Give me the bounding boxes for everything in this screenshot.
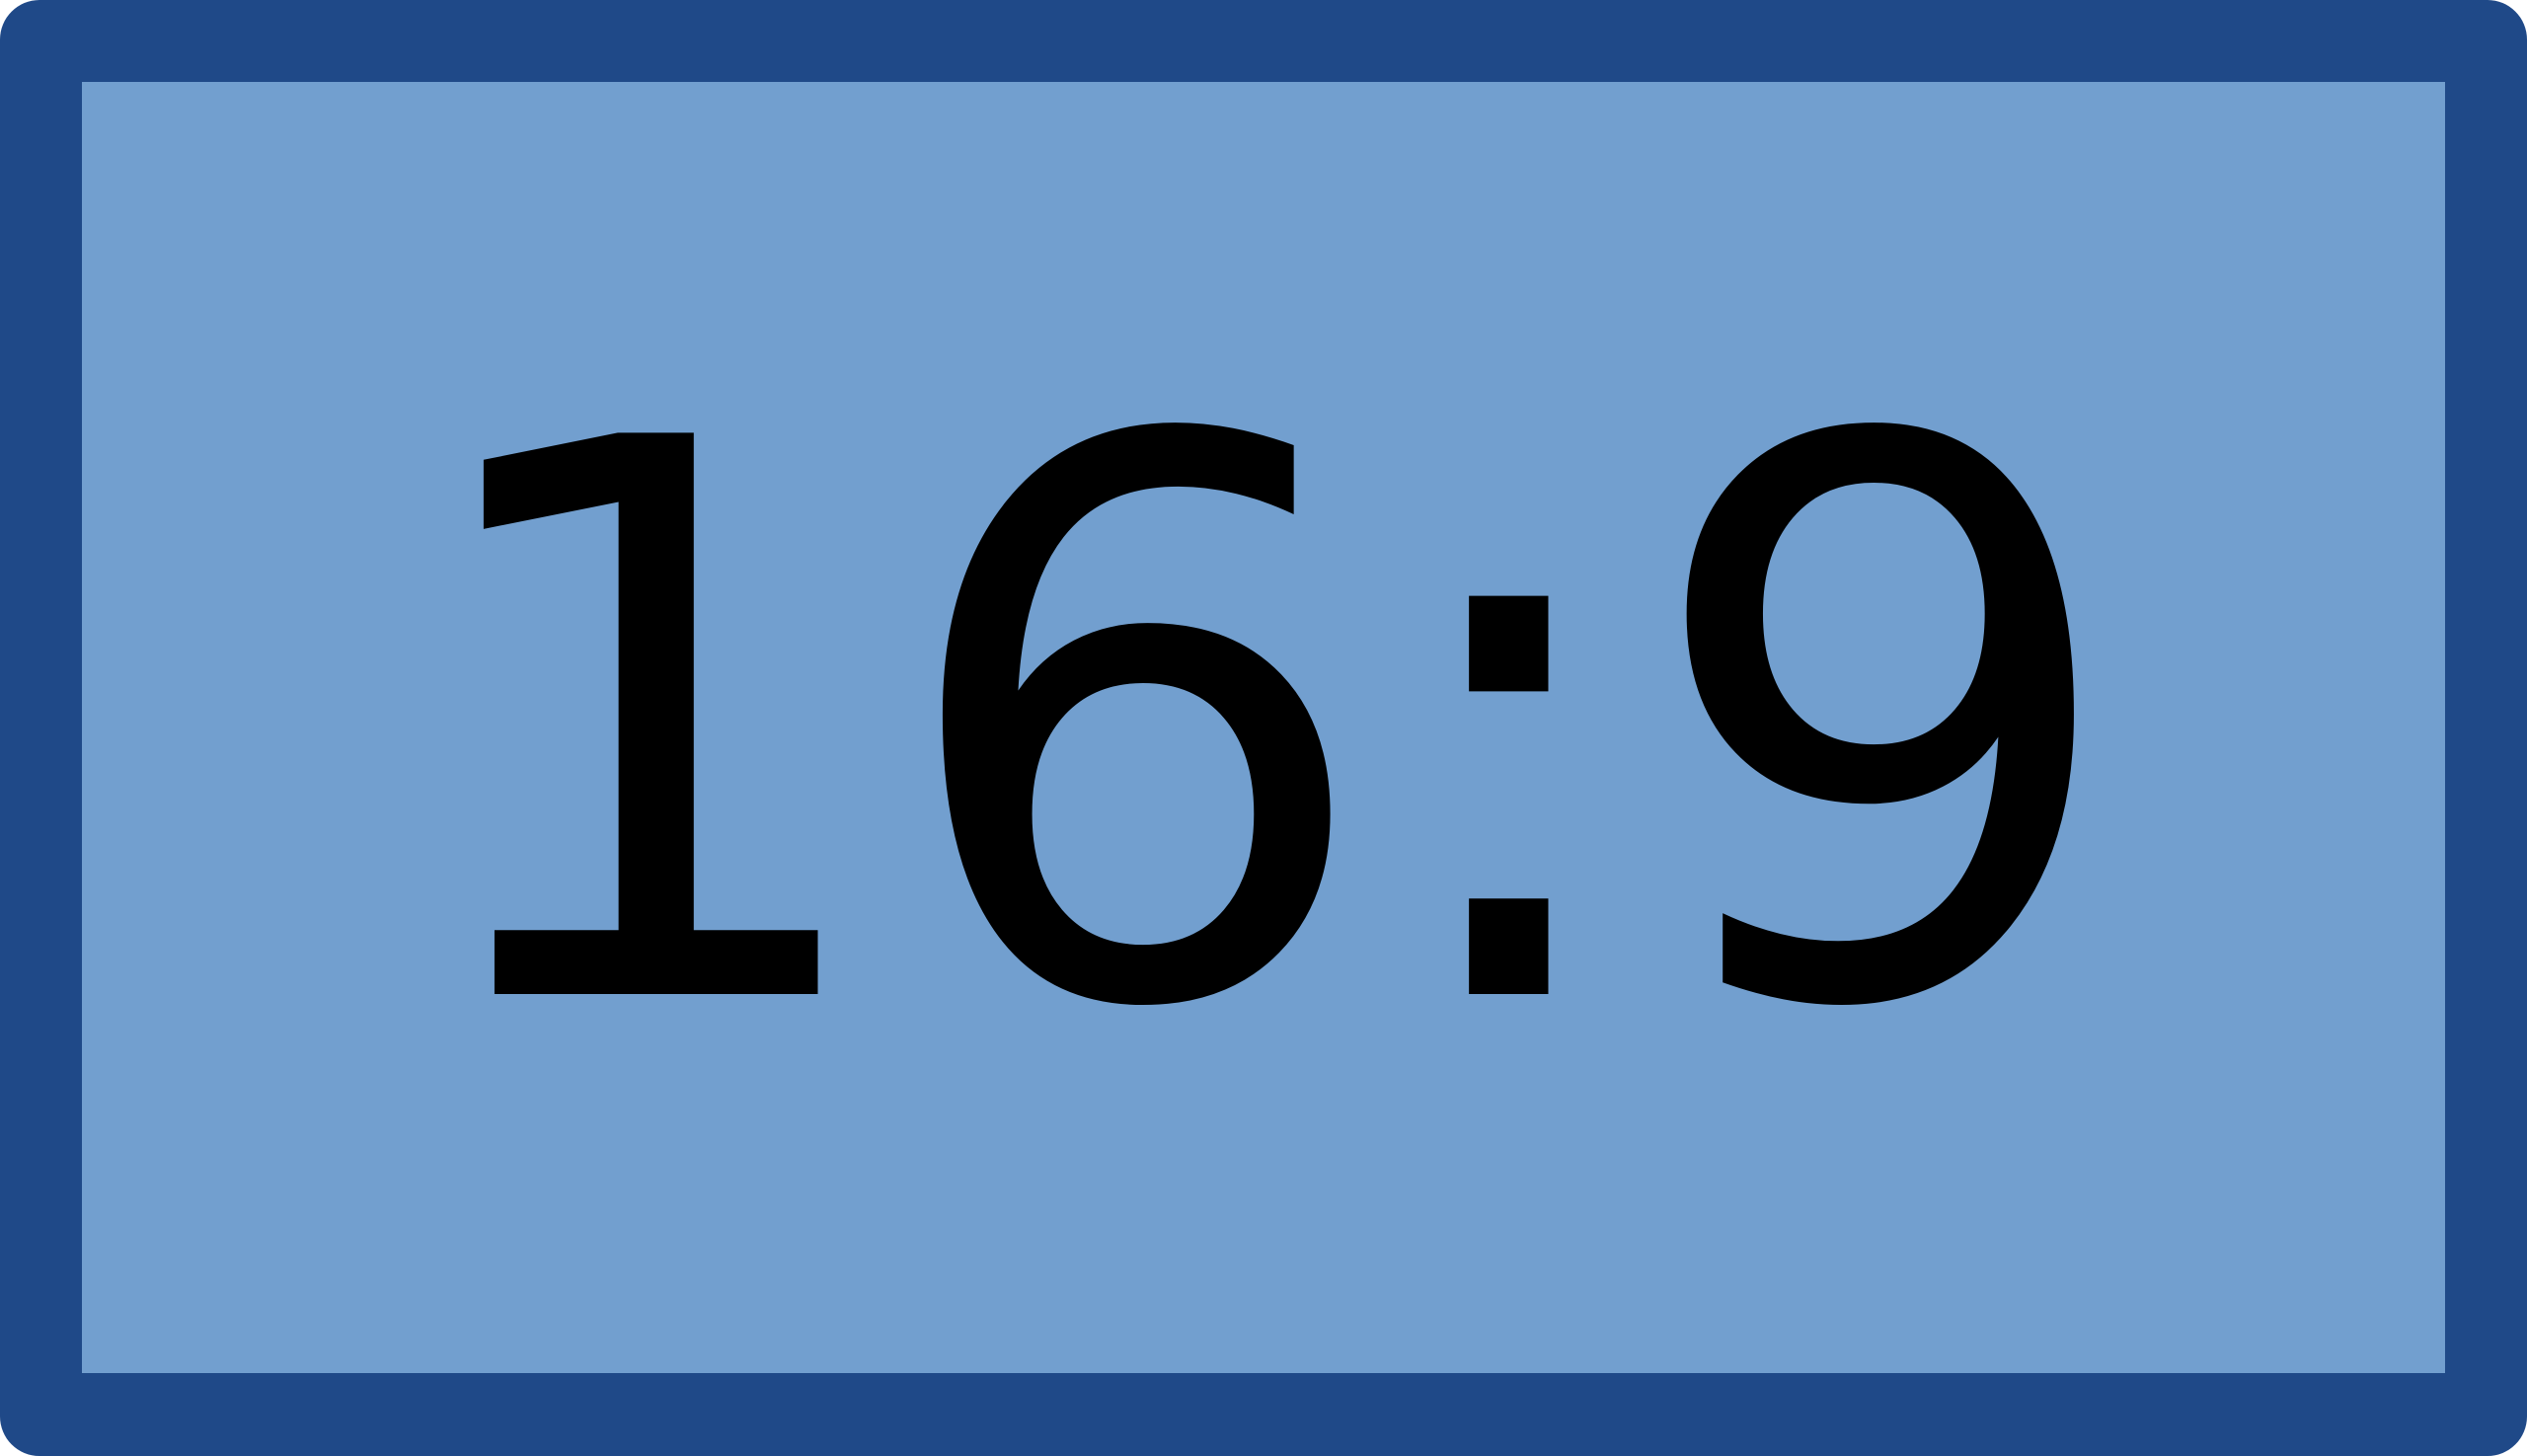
aspect-ratio-label: 16:9 [399,279,2128,1176]
aspect-ratio-panel: 16:9 [82,82,2445,1373]
